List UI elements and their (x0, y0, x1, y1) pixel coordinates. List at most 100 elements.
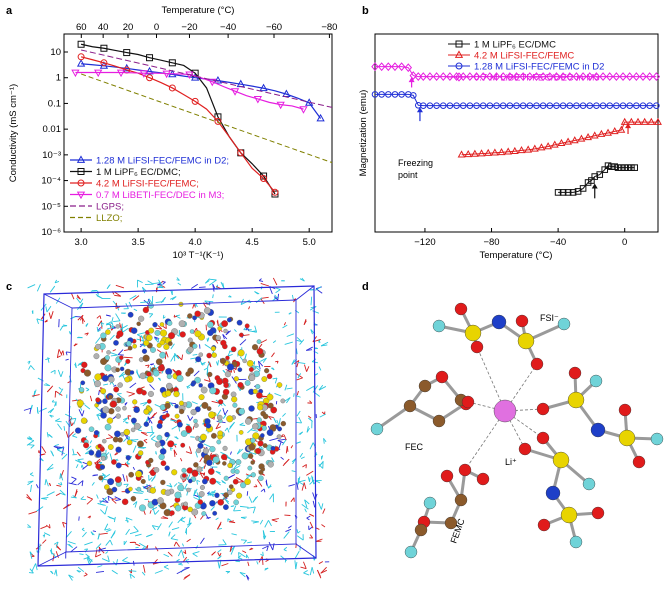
ion-sphere (143, 421, 150, 427)
solvent-stick (97, 565, 103, 568)
solvent-stick (40, 453, 46, 456)
top-tick-label: 60 (76, 22, 87, 33)
ion-sphere (223, 328, 228, 334)
ion-sphere (258, 475, 264, 481)
solvent-stick (296, 390, 299, 396)
solvent-stick (282, 438, 287, 446)
data-point (191, 97, 199, 105)
ion-sphere (146, 399, 152, 404)
solvent-stick (247, 427, 254, 434)
chart-b-x-axis-label: Temperature (°C) (480, 250, 553, 261)
data-point (100, 59, 108, 67)
solvent-stick (187, 414, 191, 421)
solvent-stick (28, 511, 37, 515)
coordination-bond (504, 363, 538, 412)
data-point (605, 72, 614, 81)
ion-sphere (137, 440, 144, 448)
solvent-stick (110, 354, 118, 357)
solvent-stick (56, 449, 65, 455)
solvent-stick (189, 446, 193, 454)
solvent-stick (53, 541, 59, 545)
ion-sphere (88, 449, 95, 456)
solvent-stick (282, 413, 286, 417)
data-point (559, 72, 567, 81)
ion-sphere (141, 390, 147, 396)
ion-sphere (178, 408, 185, 415)
data-point (452, 72, 461, 81)
solvent-stick (277, 438, 286, 441)
solvent-stick (89, 440, 93, 444)
atom (458, 463, 472, 477)
solvent-stick (82, 464, 89, 470)
data-point (652, 72, 661, 81)
ion-sphere (143, 339, 150, 346)
solvent-stick (303, 482, 307, 490)
solvent-stick (215, 361, 219, 366)
solvent-stick (104, 528, 111, 531)
solvent-stick (95, 553, 102, 558)
legend-marker (455, 62, 463, 70)
solvent-stick (204, 344, 212, 350)
solvent-stick (308, 418, 313, 422)
data-point (604, 162, 612, 169)
ion-sphere (127, 311, 134, 318)
solvent-stick (81, 317, 86, 323)
x-tick-label: 4.5 (246, 237, 259, 248)
ion-sphere (262, 413, 269, 420)
solvent-stick (96, 295, 103, 299)
solvent-stick (246, 491, 249, 496)
solvent-stick (209, 278, 217, 281)
solvent-stick (70, 546, 78, 553)
data-point (544, 142, 553, 150)
chart-a-legend: 1.28 M LiFSI-FEC/FEMC in D2;1 M LiPF₆ EC… (70, 155, 229, 224)
solvent-stick (61, 446, 65, 456)
ion-sphere (146, 371, 152, 377)
ion-sphere (115, 406, 121, 412)
ion-sphere (173, 390, 180, 398)
solvent-stick (298, 417, 302, 424)
solvent-stick (224, 427, 228, 432)
solvent-stick (298, 479, 306, 483)
solvent-stick (35, 484, 39, 489)
data-point (377, 62, 386, 72)
solvent-stick (27, 284, 36, 289)
ion-sphere (215, 335, 222, 341)
atom (444, 516, 458, 530)
data-point (419, 102, 427, 109)
data-point (123, 49, 131, 57)
ion-sphere (187, 346, 194, 353)
ion-sphere (267, 402, 274, 409)
ion-sphere (159, 448, 167, 455)
solvent-stick (132, 501, 138, 506)
solvent-stick (154, 510, 160, 515)
solvent-stick (80, 496, 85, 500)
atom (470, 340, 484, 354)
ion-sphere (221, 453, 228, 461)
ion-sphere (228, 484, 234, 489)
ion-sphere (166, 373, 172, 380)
solvent-stick (109, 539, 113, 546)
solvent-stick (142, 565, 146, 573)
solvent-stick (204, 300, 214, 303)
solvent-stick (168, 485, 173, 488)
ion-sphere (244, 380, 251, 386)
solvent-stick (40, 525, 47, 530)
arrow-head (591, 183, 598, 189)
solvent-stick (227, 353, 233, 357)
solvent-stick (56, 545, 62, 551)
solvent-stick (96, 315, 101, 319)
solvent-stick (312, 500, 316, 508)
solvent-stick (96, 414, 100, 421)
solvent-stick (31, 563, 37, 572)
ion-sphere (238, 408, 245, 415)
data-point (550, 140, 559, 148)
ion-sphere (99, 464, 105, 470)
data-point (499, 72, 507, 81)
legend-entry: 1 M LiPF₆ EC/DMC; (96, 167, 181, 178)
solvent-stick (114, 452, 119, 456)
solvent-stick (206, 368, 209, 375)
ion-sphere (98, 475, 104, 481)
ion-sphere (116, 330, 124, 338)
chart-b-frame (374, 33, 659, 233)
solvent-stick (98, 547, 106, 551)
